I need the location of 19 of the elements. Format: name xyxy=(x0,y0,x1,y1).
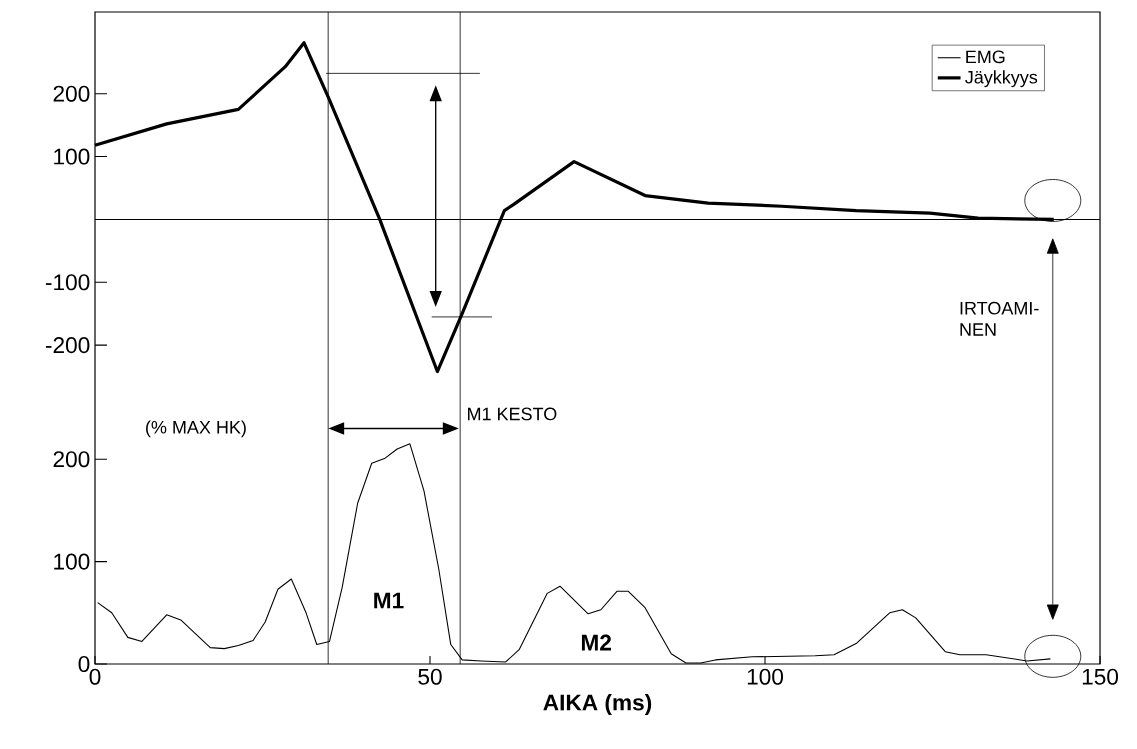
y-tick-label: 100 xyxy=(54,148,90,165)
y-tick-label: -100 xyxy=(45,274,90,291)
annotation: (% MAX HK) xyxy=(146,420,246,438)
x-tick-label: 50 xyxy=(418,668,442,685)
y-tick-label: -200 xyxy=(45,337,90,354)
y-tick-label: 200 xyxy=(53,85,90,102)
annotation: M1 xyxy=(374,592,404,609)
annotation: M1 KESTO xyxy=(468,407,557,421)
x-axis-title: AIKA (ms) xyxy=(543,693,652,716)
y-tick-label: 200 xyxy=(53,451,90,468)
y-tick-label: 0 xyxy=(78,655,90,673)
x-tick-label: 100 xyxy=(747,668,784,685)
annotation: IRTOAMI-NEN xyxy=(960,301,1039,336)
x-tick-label: 150 xyxy=(1082,668,1119,685)
x-tick-label: 0 xyxy=(89,668,101,685)
legend-label: Jäykkyys xyxy=(965,70,1038,88)
text: EMG xyxy=(966,50,1005,64)
y-tick-label: 100 xyxy=(54,553,90,570)
annotation: M2 xyxy=(581,634,611,651)
